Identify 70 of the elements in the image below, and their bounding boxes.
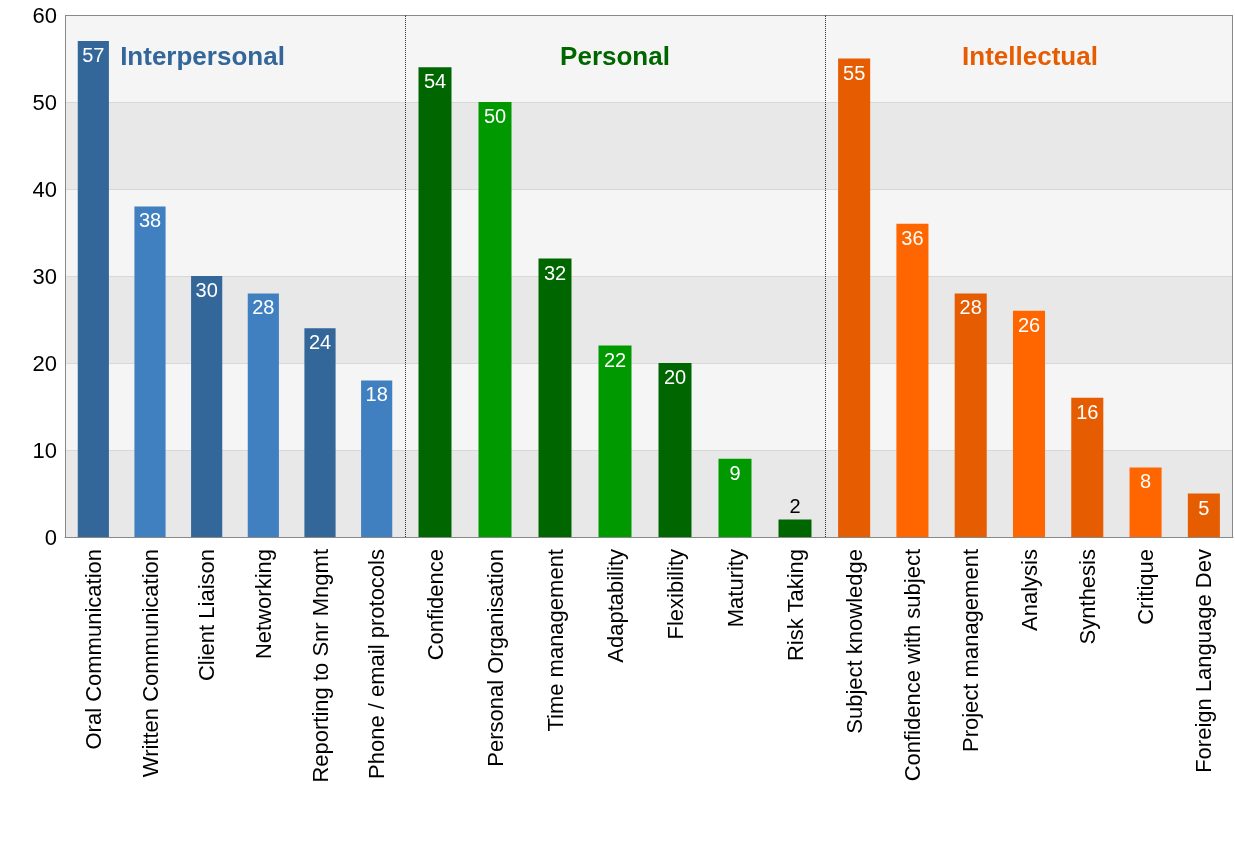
x-tick-label: Confidence with subject [899, 549, 925, 782]
data-label: 26 [1017, 313, 1041, 336]
text: Personal [560, 41, 670, 71]
data-label: 55 [843, 61, 866, 84]
data-label: 8 [1140, 470, 1152, 493]
bar [1129, 467, 1162, 537]
data-label: 38 [138, 209, 162, 232]
y-tick-label: 60 [32, 2, 57, 28]
data-label: 50 [483, 105, 507, 127]
y-tick-label: 0 [44, 524, 57, 550]
x-tick-label: Phone / email protocols [364, 549, 390, 779]
bar [954, 293, 987, 537]
bar [134, 206, 166, 537]
data-label: 16 [1076, 400, 1099, 423]
bar [538, 258, 572, 537]
bar [1012, 310, 1046, 537]
bar [1187, 493, 1220, 537]
x-tick-label: Time management [542, 549, 568, 732]
data-label: 2 [789, 494, 801, 517]
x-tick-label: Foreign Language Dev [1191, 549, 1217, 773]
x-tick-label: Written Communication [137, 549, 163, 778]
data-label: 28 [252, 296, 275, 319]
bar [838, 58, 871, 537]
x-tick-label: Adaptability [602, 549, 628, 663]
x-tick-label: Subject knowledge [841, 549, 867, 734]
data-label: 9 [729, 461, 741, 484]
x-tick-label: Synthesis [1074, 549, 1100, 645]
bar [77, 41, 109, 537]
data-label: 28 [959, 296, 982, 319]
text: Interpersonal [120, 41, 285, 71]
x-tick-label: Critique [1133, 549, 1159, 625]
x-tick-label: Maturity [722, 549, 748, 628]
bar [896, 223, 929, 537]
y-tick-label: 40 [32, 176, 57, 202]
bar [418, 67, 452, 537]
bar [247, 293, 279, 537]
data-label: 20 [663, 366, 687, 388]
bar [478, 102, 512, 537]
y-tick-label: 20 [32, 350, 57, 376]
data-label: 32 [543, 261, 567, 284]
x-tick-label: Flexibility [662, 549, 688, 640]
bar [1071, 397, 1104, 537]
bar [191, 276, 223, 537]
x-tick-label: Analysis [1016, 549, 1042, 631]
x-tick-label: Oral Communication [80, 549, 106, 750]
bar [361, 380, 393, 537]
data-label: 5 [1198, 496, 1210, 519]
data-label: 22 [603, 348, 627, 371]
data-label: 36 [901, 226, 924, 249]
bar [304, 328, 336, 537]
data-label: 54 [423, 70, 447, 93]
y-tick-label: 10 [32, 437, 57, 463]
bar [778, 519, 812, 537]
bar [718, 458, 752, 537]
x-tick-label: Project management [958, 549, 984, 752]
data-label: 57 [82, 44, 105, 67]
text: Intellectual [962, 41, 1098, 71]
x-tick-label: Reporting to Snr Mngmt [307, 549, 333, 783]
y-tick-label: 50 [32, 89, 57, 115]
data-label: 18 [365, 383, 388, 406]
x-tick-label: Networking [250, 549, 276, 660]
x-tick-label: Risk Taking [782, 549, 808, 662]
data-label: 30 [195, 279, 218, 301]
data-label: 24 [308, 331, 332, 354]
x-tick-label: Confidence [422, 549, 448, 661]
x-tick-label: Personal Organisation [482, 549, 508, 767]
y-tick-label: 30 [32, 263, 57, 289]
x-tick-label: Client Liaison [194, 549, 220, 682]
bar [658, 363, 692, 537]
bar [598, 345, 632, 537]
